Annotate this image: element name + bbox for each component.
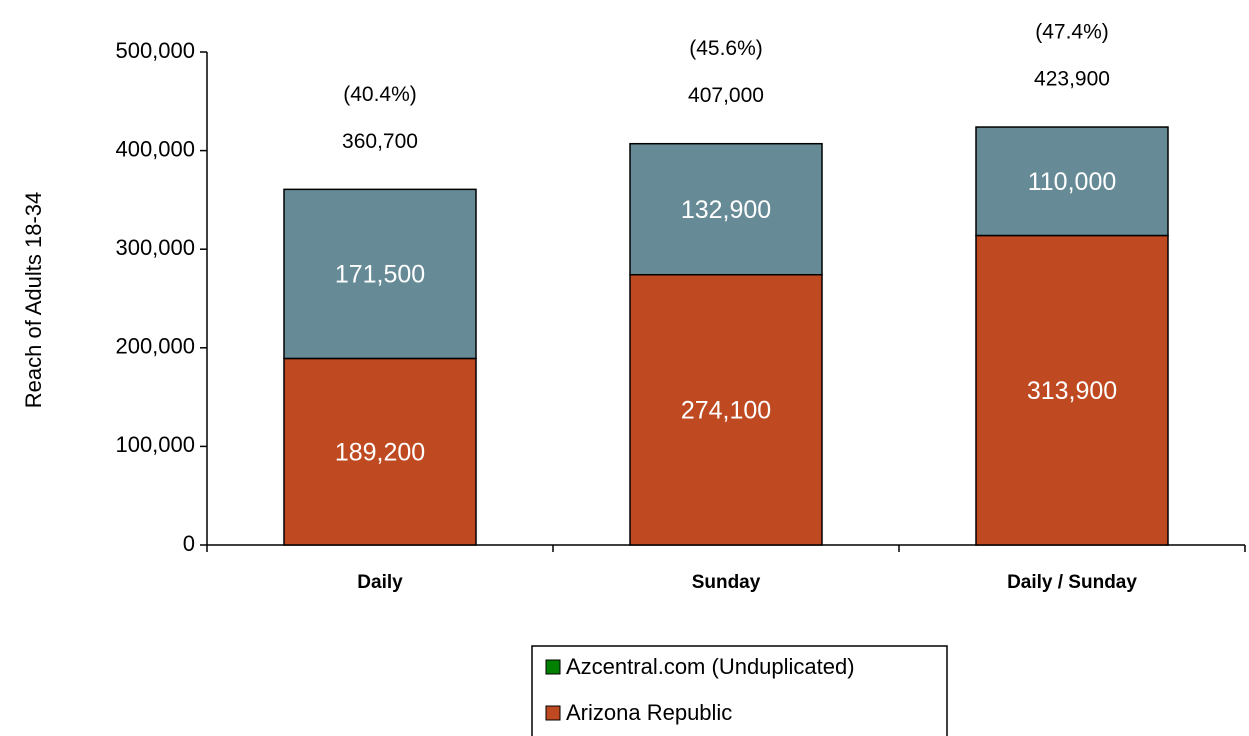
legend-swatch — [545, 659, 561, 675]
bar-segment — [283, 357, 477, 546]
bar-segment — [629, 273, 823, 546]
x-tick-label: Sunday — [692, 572, 761, 593]
x-tick-label: Daily — [357, 572, 403, 593]
total-label: 360,700 — [342, 130, 418, 153]
y-tick-label: 300,000 — [115, 235, 195, 260]
bar-segment — [629, 142, 823, 276]
share-label: (45.6%) — [689, 37, 763, 60]
data-label: 313,900 — [1027, 377, 1117, 405]
y-tick-label: 400,000 — [115, 136, 195, 161]
bar-segment — [975, 234, 1169, 546]
data-label: 132,900 — [681, 196, 771, 224]
legend-box — [531, 645, 948, 736]
total-label: 407,000 — [688, 84, 764, 107]
share-label: (40.4%) — [343, 83, 417, 106]
data-label: 171,500 — [335, 261, 425, 289]
legend-swatch — [545, 705, 561, 721]
data-label: 110,000 — [1028, 168, 1117, 196]
y-tick-label: 500,000 — [115, 38, 195, 63]
bar-segment — [283, 188, 477, 360]
share-label: (47.4%) — [1035, 21, 1109, 44]
data-label: 189,200 — [335, 438, 425, 466]
total-label: 423,900 — [1034, 68, 1110, 91]
x-tick-label: Daily / Sunday — [1007, 572, 1137, 593]
y-tick-label: 200,000 — [115, 334, 195, 359]
bar-segment — [975, 126, 1169, 237]
y-tick-label: 100,000 — [115, 432, 195, 457]
y-tick-label: 0 — [183, 531, 195, 556]
legend-label: Arizona Republic — [566, 700, 732, 725]
y-axis-label: Reach of Adults 18-34 — [21, 192, 46, 408]
legend-label: Azcentral.com (Unduplicated) — [566, 654, 855, 679]
data-label: 274,100 — [681, 396, 771, 424]
